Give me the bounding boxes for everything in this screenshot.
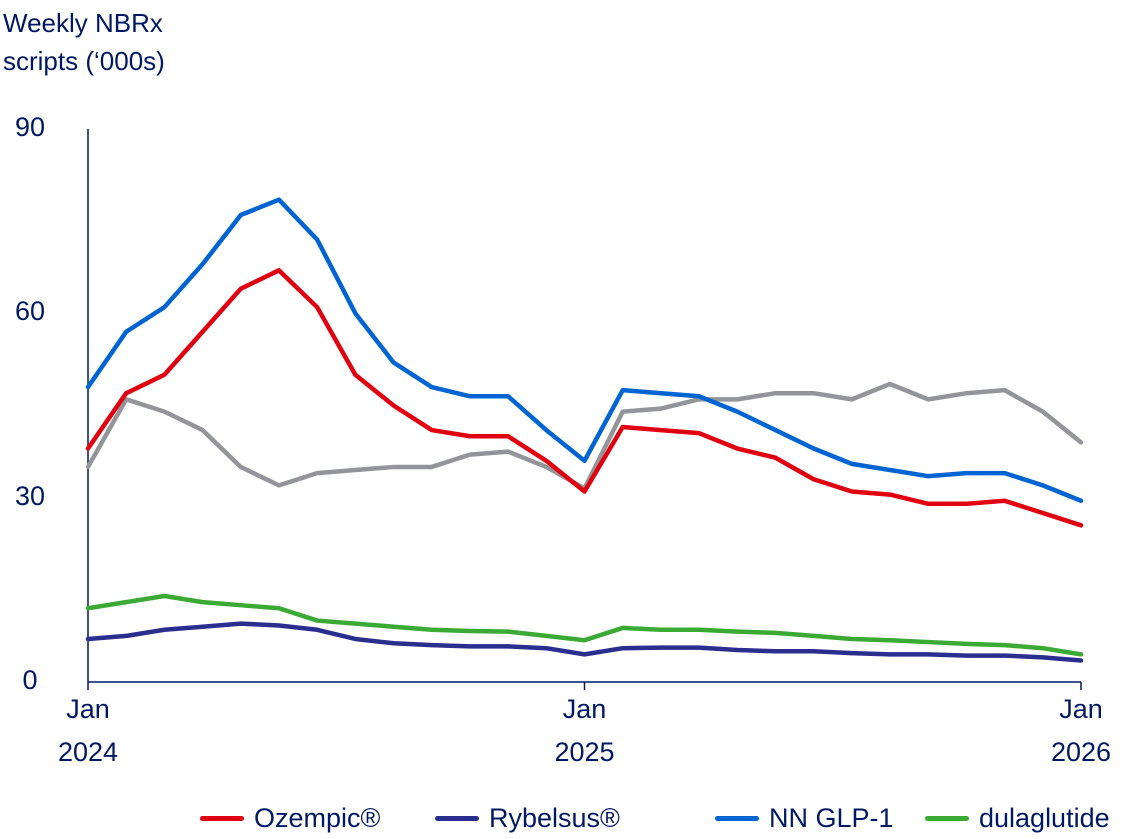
legend-label: Ozempic® bbox=[254, 802, 381, 833]
legend-swatch bbox=[925, 815, 969, 821]
legend-swatch bbox=[435, 815, 479, 821]
x-tick-label: Jan 2025 bbox=[554, 694, 615, 767]
legend-item: dulaglutide bbox=[925, 798, 1110, 838]
line-series bbox=[85, 593, 1084, 657]
y-tick-label: 90 bbox=[14, 112, 46, 142]
line-series bbox=[85, 268, 1084, 528]
legend-swatch bbox=[200, 815, 244, 821]
legend-item: Ozempic® bbox=[200, 798, 380, 838]
x-tick-label: Jan 2024 bbox=[57, 694, 119, 767]
x-tick-label: Jan 2026 bbox=[1050, 694, 1112, 767]
line-series bbox=[85, 197, 1084, 503]
legend-item: NN GLP-1 bbox=[715, 798, 894, 838]
line-series bbox=[85, 621, 1084, 663]
legend-label: NN GLP-1 bbox=[769, 802, 894, 833]
y-tick-label: 0 bbox=[22, 665, 38, 695]
y-tick-label: 30 bbox=[14, 480, 46, 511]
legend-label: Rybelsus® bbox=[489, 802, 620, 833]
legend-label: dulaglutide bbox=[979, 802, 1110, 833]
line-series bbox=[85, 381, 1084, 491]
y-tick-label: 60 bbox=[14, 296, 46, 327]
y-axis-title: Weekly NBRx scripts (‘000s) bbox=[3, 8, 165, 76]
legend-item: Rybelsus® bbox=[435, 798, 620, 838]
legend-swatch bbox=[715, 815, 759, 821]
